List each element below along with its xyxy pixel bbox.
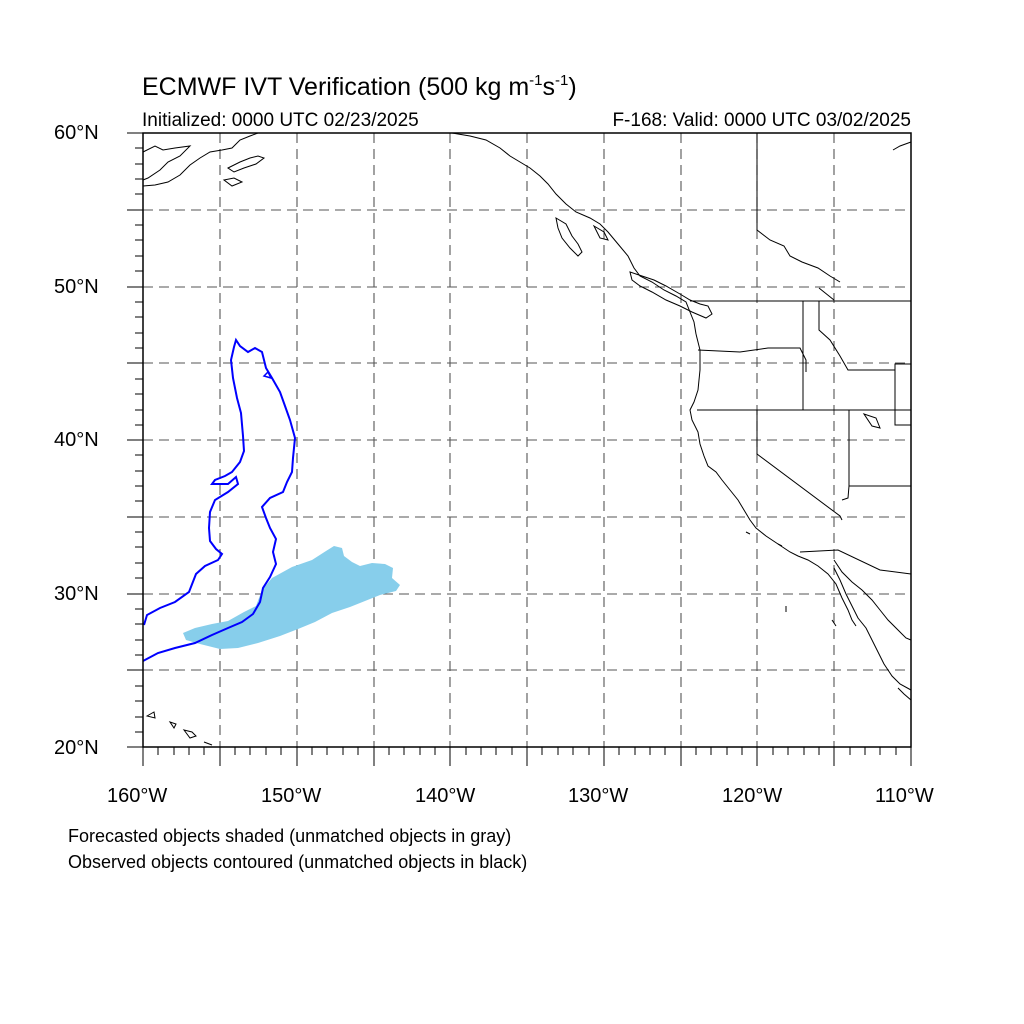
lat-label-40n: 40°N [54,429,99,451]
lat-label-50n: 50°N [54,276,99,298]
lat-label-30n: 30°N [54,583,99,605]
baja-gulf-coast [833,559,912,691]
lon-label-140w: 140°W [415,785,476,807]
us-west-coast [689,333,857,627]
legend-observed-note: Observed objects contoured (unmatched ob… [68,852,528,872]
lat-label-20n: 20°N [54,737,99,759]
legend-forecast-note: Forecasted objects shaded (unmatched obj… [68,826,512,846]
initialized-time: Initialized: 0000 UTC 02/23/2025 [142,110,419,131]
lon-label-120w: 120°W [722,785,783,807]
lon-label-150w: 150°W [261,785,322,807]
map-frame [142,132,912,748]
alaska-coast [142,132,259,187]
lon-label-110w: 110°W [875,785,934,807]
observed-object-contour [142,337,297,662]
coastlines [142,132,912,746]
hawaii-islands [145,711,213,746]
lon-label-130w: 130°W [568,785,629,807]
lon-label-160w: 160°W [107,785,168,807]
state-borders [697,301,912,575]
valid-time: F-168: Valid: 0000 UTC 03/02/2025 [612,110,911,131]
left-minor-ticks [127,132,143,748]
canada-interior [756,133,912,301]
bottom-ticks [142,747,912,766]
map-title: ECMWF IVT Verification (500 kg m-1s-1) [142,72,577,101]
bc-alaska-panhandle-coast [451,132,697,335]
lat-label-60n: 60°N [54,122,99,144]
graticule [143,133,911,747]
